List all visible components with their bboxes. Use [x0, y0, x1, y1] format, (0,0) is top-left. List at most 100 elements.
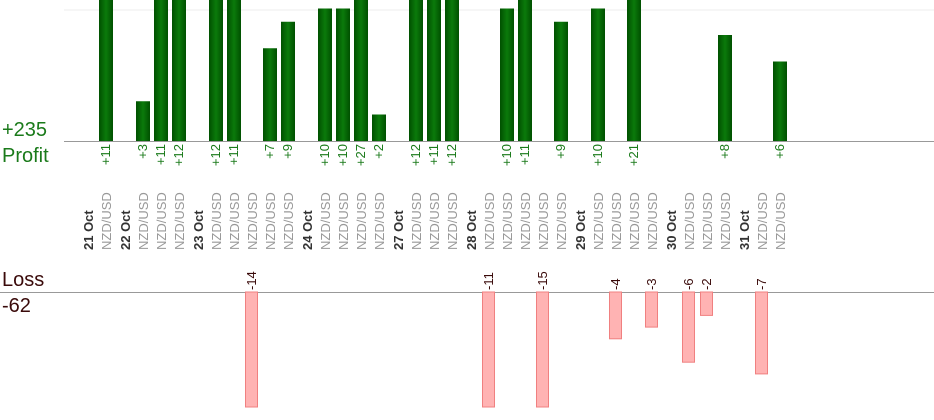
profit-bar — [263, 48, 277, 141]
profit-bar — [372, 114, 386, 141]
symbol-label: NZD/USD — [172, 192, 187, 250]
profit-bar — [154, 0, 168, 141]
profit-value-label: +2 — [371, 144, 386, 159]
profit-value-label: +7 — [262, 144, 277, 159]
symbol-label: NZD/USD — [518, 192, 533, 250]
profit-value-label: +12 — [208, 144, 223, 166]
loss-value-label: -6 — [681, 278, 696, 290]
profit-value-label: +10 — [590, 144, 605, 166]
profit-value-label: +27 — [353, 144, 368, 166]
profit-bar — [318, 8, 332, 141]
profit-bar — [591, 8, 605, 141]
profit-bar — [500, 8, 514, 141]
symbol-label: NZD/USD — [609, 192, 624, 250]
symbol-label: NZD/USD — [445, 192, 460, 250]
symbol-label: NZD/USD — [354, 192, 369, 250]
profit-value-label: +12 — [444, 144, 459, 166]
profit-value-label: +6 — [772, 144, 787, 159]
profit-value-label: +8 — [717, 144, 732, 159]
profit-bar — [518, 0, 532, 141]
profit-bar — [427, 0, 441, 141]
symbol-label: NZD/USD — [281, 192, 296, 250]
symbol-label: NZD/USD — [755, 192, 770, 250]
symbol-label: NZD/USD — [263, 192, 278, 250]
symbol-label: NZD/USD — [99, 192, 114, 250]
symbol-label: NZD/USD — [718, 192, 733, 250]
date-label: 29 Oct — [573, 210, 588, 250]
date-label: 22 Oct — [118, 210, 133, 250]
loss-total: -62 — [2, 295, 31, 317]
symbol-label: NZD/USD — [645, 192, 660, 250]
symbol-label: NZD/USD — [336, 192, 351, 250]
date-label: 27 Oct — [391, 210, 406, 250]
loss-label: Loss — [2, 269, 45, 291]
symbol-label: NZD/USD — [136, 192, 151, 250]
loss-bar — [245, 291, 258, 408]
profit-value-label: +12 — [408, 144, 423, 166]
profit-bar — [627, 0, 641, 141]
loss-value-label: -4 — [608, 278, 623, 290]
profit-value-label: +11 — [517, 144, 532, 165]
date-label: 30 Oct — [664, 210, 679, 250]
symbol-label: NZD/USD — [682, 192, 697, 250]
loss-bar — [755, 291, 768, 375]
symbol-label: NZD/USD — [427, 192, 442, 250]
profit-value-label: +11 — [98, 144, 113, 165]
symbol-label: NZD/USD — [318, 192, 333, 250]
loss-value-label: -2 — [699, 278, 714, 290]
symbol-label: NZD/USD — [554, 192, 569, 250]
loss-value-label: -14 — [244, 271, 259, 290]
profit-value-label: +9 — [280, 144, 295, 159]
profit-bar — [773, 61, 787, 141]
symbol-label: NZD/USD — [209, 192, 224, 250]
profit-bar — [336, 8, 350, 141]
profit-bar — [227, 0, 241, 141]
profit-bar — [445, 0, 459, 141]
symbol-label: NZD/USD — [482, 192, 497, 250]
symbol-label: NZD/USD — [773, 192, 788, 250]
date-label: 24 Oct — [300, 210, 315, 250]
loss-bar — [700, 291, 713, 316]
profit-value-label: +21 — [626, 144, 641, 166]
loss-value-label: -3 — [644, 278, 659, 290]
profit-bar — [172, 0, 186, 141]
profit-value-label: +3 — [135, 144, 150, 159]
symbol-label: NZD/USD — [536, 192, 551, 250]
profit-bar — [354, 0, 368, 141]
symbol-label: NZD/USD — [500, 192, 515, 250]
profit-value-label: +11 — [426, 144, 441, 165]
profit-total: +235 — [2, 119, 48, 141]
date-label: 21 Oct — [81, 210, 96, 250]
loss-value-label: -15 — [535, 271, 550, 290]
symbol-label: NZD/USD — [700, 192, 715, 250]
profit-value-label: +10 — [335, 144, 350, 166]
profit-value-label: +11 — [226, 144, 241, 165]
loss-value-label: -7 — [754, 278, 769, 290]
profit-value-label: +10 — [317, 144, 332, 166]
symbol-label: NZD/USD — [227, 192, 242, 250]
loss-bar — [482, 291, 495, 408]
loss-bar — [609, 291, 622, 340]
profit-bar — [409, 0, 423, 141]
loss-bar — [536, 291, 549, 408]
profit-bar — [554, 21, 568, 141]
profit-bar — [136, 101, 150, 141]
loss-value-label: -11 — [481, 272, 496, 290]
profit-bar — [209, 0, 223, 141]
date-label: 28 Oct — [464, 210, 479, 250]
loss-bar — [682, 291, 695, 363]
symbol-label: NZD/USD — [627, 192, 642, 250]
symbol-label: NZD/USD — [409, 192, 424, 250]
profit-bar — [281, 21, 295, 141]
profit-value-label: +11 — [153, 144, 168, 165]
date-label: 31 Oct — [737, 210, 752, 250]
profit-value-label: +10 — [499, 144, 514, 166]
symbol-label: NZD/USD — [372, 192, 387, 250]
profit-value-label: +12 — [171, 144, 186, 166]
date-label: 23 Oct — [191, 210, 206, 250]
profit-bar — [99, 0, 113, 141]
symbol-label: NZD/USD — [245, 192, 260, 250]
profit-label: Profit — [2, 145, 49, 167]
